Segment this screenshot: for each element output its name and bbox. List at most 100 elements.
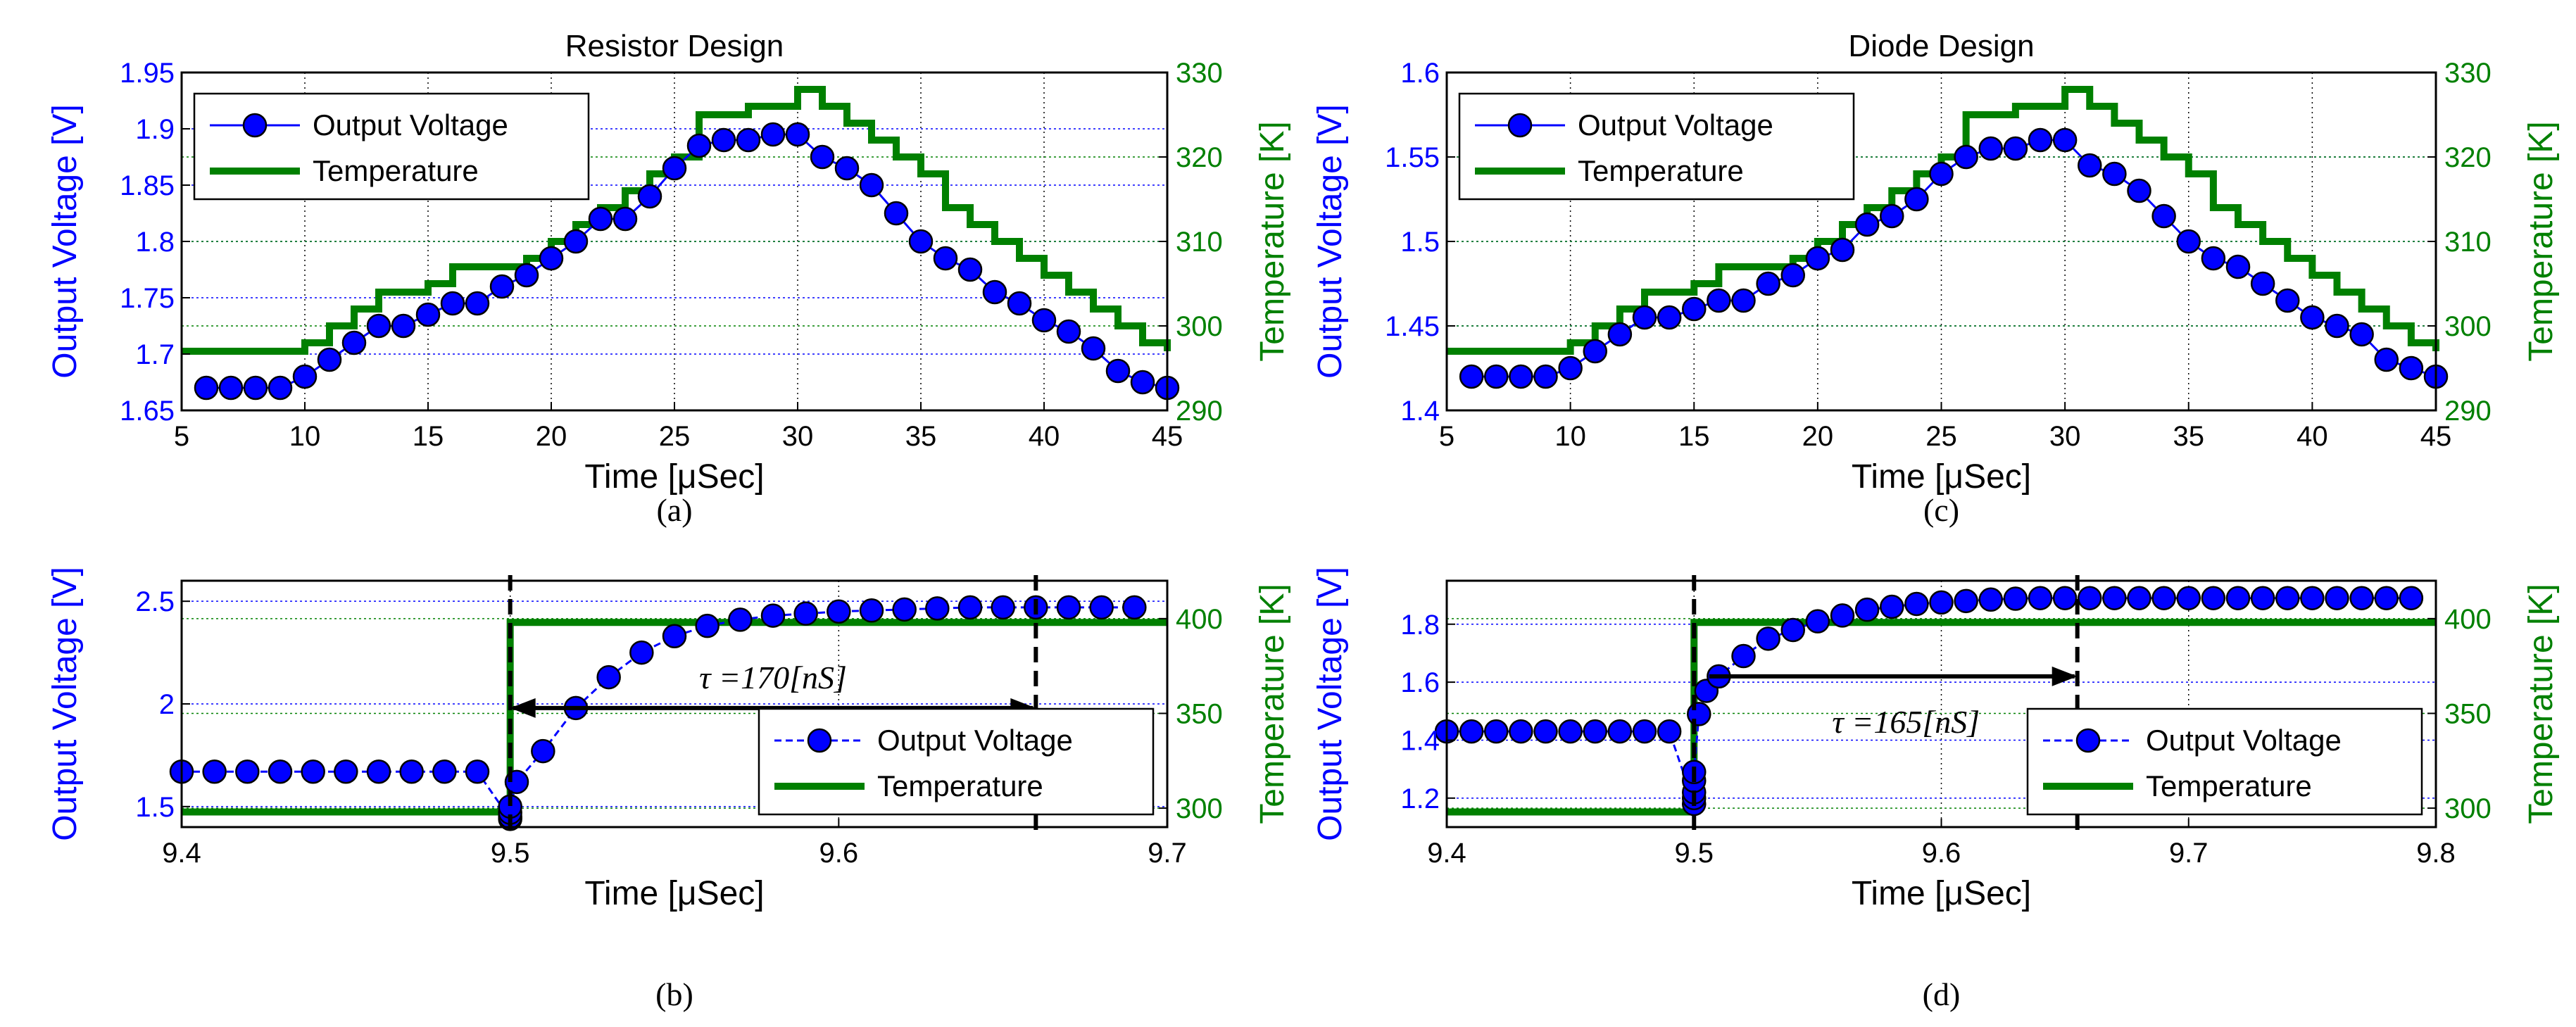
- voltage-point: [194, 375, 219, 401]
- voltage-point: [489, 274, 515, 299]
- voltage-point: [539, 246, 564, 271]
- voltage-point: [1031, 308, 1057, 333]
- legend-label-voltage: Output Voltage: [877, 724, 1073, 757]
- voltage-point: [235, 760, 260, 784]
- x-tick-label: 9.8: [2416, 838, 2456, 869]
- voltage-point: [1978, 587, 2003, 612]
- voltage-point: [341, 330, 367, 355]
- voltage-point: [1607, 322, 1633, 347]
- y2-tick-label: 350: [2444, 698, 2492, 729]
- y2-axis-label: Temperature [K]: [2522, 584, 2560, 824]
- y2-tick-label: 320: [1176, 142, 1223, 173]
- voltage-point: [2127, 586, 2151, 610]
- y-tick-label: 1.9: [135, 114, 175, 145]
- voltage-point: [892, 597, 917, 622]
- legend-box: [2026, 707, 2423, 816]
- voltage-point: [1583, 719, 1607, 744]
- x-tick-label: 10: [1554, 421, 1586, 452]
- voltage-point: [391, 313, 416, 339]
- panel-caption: (c): [1923, 492, 1959, 528]
- voltage-point: [399, 760, 424, 784]
- voltage-point: [268, 375, 293, 401]
- voltage-point: [268, 760, 293, 784]
- chart-b: τ =170[nS] 9.4 9.5 9.6 9.7 1.5 2 2.5 300 350 400 Ti…: [46, 567, 1291, 1012]
- y-tick-label: 1.5: [135, 792, 175, 823]
- voltage-point: [1854, 597, 1880, 622]
- voltage-point: [760, 122, 786, 147]
- y2-axis-label: Temperature [K]: [1254, 584, 1291, 824]
- voltage-point: [2275, 288, 2300, 313]
- voltage-point: [366, 313, 391, 339]
- voltage-point: [1105, 358, 1131, 384]
- voltage-point: [2003, 586, 2028, 611]
- voltage-point: [2275, 586, 2300, 610]
- chart-title: Resistor Design: [565, 29, 784, 63]
- voltage-point: [2201, 586, 2226, 610]
- voltage-point: [662, 624, 687, 648]
- legend-label-voltage: Output Voltage: [1578, 108, 1773, 141]
- voltage-point: [1731, 288, 1756, 313]
- y2-tick-label: 290: [2444, 396, 2492, 427]
- x-tick-label: 35: [2173, 421, 2205, 452]
- voltage-point: [686, 133, 712, 158]
- voltage-point: [1929, 161, 1954, 187]
- x-tick-label: 20: [536, 421, 567, 452]
- x-tick-label: 5: [1439, 421, 1455, 452]
- voltage-point: [2003, 136, 2028, 161]
- y2-tick-label: 400: [2444, 604, 2492, 635]
- x-tick-label: 45: [1152, 421, 1183, 452]
- voltage-point: [1558, 719, 1583, 744]
- temperature-line: [182, 86, 1171, 355]
- x-tick-label: 15: [413, 421, 444, 452]
- tau-annotation: τ =165[nS]: [1832, 704, 1980, 740]
- x-tick-label: 25: [1925, 421, 1957, 452]
- voltage-point: [834, 156, 860, 181]
- voltage-point: [1805, 609, 1830, 634]
- voltage-point: [1484, 364, 1509, 389]
- voltage-point: [1607, 719, 1633, 744]
- voltage-point: [1780, 263, 1805, 288]
- voltage-point: [317, 347, 342, 372]
- voltage-point: [2176, 229, 2201, 254]
- chart-d: τ =165[nS] 9.4 9.5 9.6 9.7 9.8 1.2 1.4 1.6 1.8 300…: [1312, 567, 2560, 1012]
- y-tick-label: 1.5: [1400, 227, 1440, 258]
- voltage-point: [2052, 127, 2078, 153]
- y-tick-label: 1.4: [1400, 396, 1440, 427]
- voltage-point: [2028, 586, 2053, 610]
- y-tick-label: 1.6: [1400, 58, 1440, 89]
- y2-tick-label: 330: [2444, 58, 2492, 89]
- x-tick-label: 9.5: [491, 838, 530, 869]
- legend: Output Voltage Temperature: [193, 92, 590, 201]
- x-tick-label: 9.6: [819, 838, 859, 869]
- voltage-point: [2374, 586, 2399, 610]
- voltage-point: [1687, 702, 1711, 726]
- voltage-point: [827, 599, 851, 624]
- y-axis-label: Output Voltage [V]: [46, 104, 84, 379]
- voltage-point: [2225, 586, 2251, 610]
- legend-box: [193, 92, 590, 201]
- voltage-point: [2201, 246, 2226, 271]
- x-tick-label: 40: [2297, 421, 2328, 452]
- voltage-point: [596, 664, 621, 690]
- voltage-point: [465, 291, 490, 316]
- voltage-point: [588, 206, 613, 232]
- voltage-point: [859, 172, 884, 198]
- y2-tick-label: 310: [1176, 227, 1223, 258]
- voltage-point: [859, 598, 884, 623]
- x-tick-label: 9.4: [1427, 838, 1466, 869]
- voltage-point: [612, 206, 638, 232]
- voltage-point: [2250, 271, 2275, 296]
- voltage-point: [1484, 719, 1509, 744]
- voltage-point: [531, 738, 555, 764]
- voltage-point: [2127, 178, 2151, 203]
- voltage-point: [711, 127, 736, 153]
- y2-tick-label: 300: [1176, 793, 1223, 824]
- chart-a: 5 10 15 20 25 30 35 40 45 1.65 1.7 1.75 1.8 1.85 1.9 1.…: [46, 29, 1291, 528]
- x-tick-label: 10: [289, 421, 321, 452]
- x-tick-label: 9.6: [1922, 838, 1961, 869]
- voltage-point: [1954, 588, 1978, 614]
- y-tick-label: 1.45: [1385, 311, 1440, 342]
- voltage-point: [736, 127, 761, 153]
- voltage-point: [1880, 203, 1904, 229]
